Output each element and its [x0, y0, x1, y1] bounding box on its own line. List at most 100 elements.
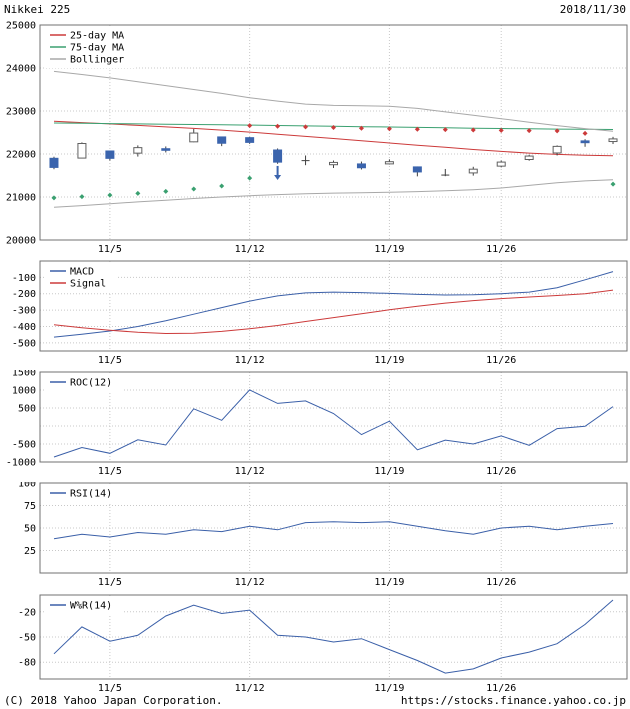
chart-title: Nikkei 225 [4, 3, 71, 16]
x-tick-label: 11/12 [235, 577, 265, 588]
candle-up [608, 138, 618, 143]
y-tick-label: 25000 [6, 21, 36, 32]
y-tick-label: -500 [12, 440, 36, 451]
chart-header: Nikkei 225 2018/11/30 [4, 3, 626, 16]
parabolic-upper-marker [498, 127, 504, 133]
y-tick-label: -80 [18, 658, 36, 669]
x-tick-label: 11/12 [235, 683, 265, 694]
series-line-bollinger-lower [53, 179, 614, 208]
parabolic-lower-marker [51, 195, 57, 201]
legend-label: MACD [70, 267, 94, 278]
parabolic-lower-marker [247, 175, 253, 181]
series-line-roc-12- [53, 389, 614, 458]
y-tick-label: 21000 [6, 193, 36, 204]
y-tick-label: -400 [12, 322, 36, 333]
legend-background [46, 264, 118, 292]
candle-up [189, 132, 199, 143]
plot-border [39, 371, 628, 463]
parabolic-upper-marker [582, 130, 588, 136]
x-tick-label: 11/26 [486, 355, 516, 366]
legend-label: 75-day MA [70, 43, 124, 54]
y-tick-label: -1000 [6, 458, 36, 469]
legend-label: Bollinger [70, 55, 124, 66]
candle-down [161, 148, 171, 151]
legend-background [46, 486, 124, 502]
legend-label: Signal [70, 279, 106, 290]
y-tick-label: 500 [18, 404, 36, 415]
x-tick-label: 11/5 [98, 466, 122, 477]
series-line-w-r-14- [53, 599, 614, 674]
y-tick-label: 22000 [6, 150, 36, 161]
legend-label: W%R(14) [70, 601, 112, 612]
x-tick-label: 11/19 [374, 577, 404, 588]
x-tick-label: 11/5 [98, 244, 122, 255]
y-tick-label: -500 [12, 338, 36, 349]
candle-up [468, 168, 478, 174]
plot-border [39, 260, 628, 352]
parabolic-upper-marker [303, 124, 309, 130]
plot-border [39, 594, 628, 680]
plot-background [40, 261, 627, 351]
roc-panel: 1500 1000 500 -500 -1000 11/5 11/12 11/19 11/26 R… [6, 370, 628, 477]
y-tick-label: 50 [24, 524, 36, 535]
parabolic-upper-marker [358, 125, 364, 131]
y-tick-label: -100 [12, 273, 36, 284]
series-line-macd [53, 271, 614, 338]
plot-background [40, 372, 627, 462]
parabolic-lower-marker [219, 183, 225, 189]
legend-label: ROC(12) [70, 378, 112, 389]
candle-up [133, 147, 143, 154]
x-tick-label: 11/19 [374, 466, 404, 477]
y-tick-label: 100 [18, 482, 36, 490]
candle-down [245, 137, 255, 143]
candle-down [356, 163, 366, 169]
copyright-text: (C) 2018 Yahoo Japan Corporation. [4, 694, 223, 707]
x-tick-label: 11/5 [98, 577, 122, 588]
plot-border [39, 482, 628, 574]
parabolic-upper-marker [247, 123, 253, 129]
y-tick-label: 25 [24, 546, 36, 557]
source-url: https://stocks.finance.yahoo.co.jp [400, 694, 626, 707]
down-arrow-icon [274, 174, 282, 180]
y-tick-label: -50 [18, 633, 36, 644]
candle-up [496, 161, 506, 167]
x-tick-label: 11/12 [235, 355, 265, 366]
parabolic-upper-marker [414, 126, 420, 132]
x-tick-label: 11/12 [235, 244, 265, 255]
plot-border [39, 24, 628, 241]
parabolic-upper-marker [386, 126, 392, 132]
candle-up [524, 155, 534, 161]
y-tick-label: -300 [12, 306, 36, 317]
candle-down [49, 157, 59, 168]
parabolic-upper-marker [554, 128, 560, 134]
x-tick-label: 11/5 [98, 683, 122, 694]
parabolic-lower-marker [135, 190, 141, 196]
candle-down [273, 149, 283, 163]
parabolic-upper-marker [275, 123, 281, 129]
x-tick-label: 11/26 [486, 244, 516, 255]
legend-background [46, 598, 124, 614]
y-tick-label: 20000 [6, 236, 36, 247]
series-line-signal [53, 289, 614, 335]
parabolic-upper-marker [470, 127, 476, 133]
candle-up [384, 161, 394, 165]
y-tick-label: 23000 [6, 107, 36, 118]
parabolic-lower-marker [107, 192, 113, 198]
y-tick-label: 1000 [12, 386, 36, 397]
x-tick-label: 11/19 [374, 244, 404, 255]
y-tick-label: 75 [24, 501, 36, 512]
series-line-rsi-14- [53, 521, 614, 540]
legend-label: 25-day MA [70, 31, 124, 42]
parabolic-lower-marker [610, 181, 616, 187]
price-panel: 25000 24000 23000 22000 21000 20000 11/5 11/12 1… [6, 21, 628, 255]
legend-background [46, 375, 124, 391]
rsi-panel: 100 75 50 25 11/5 11/12 11/19 11/26 RSI(14) [18, 482, 628, 588]
x-tick-label: 11/5 [98, 355, 122, 366]
parabolic-lower-marker [79, 194, 85, 200]
x-tick-label: 11/19 [374, 355, 404, 366]
parabolic-upper-marker [442, 127, 448, 133]
x-tick-label: 11/19 [374, 683, 404, 694]
x-tick-label: 11/12 [235, 466, 265, 477]
x-tick-label: 11/26 [486, 466, 516, 477]
